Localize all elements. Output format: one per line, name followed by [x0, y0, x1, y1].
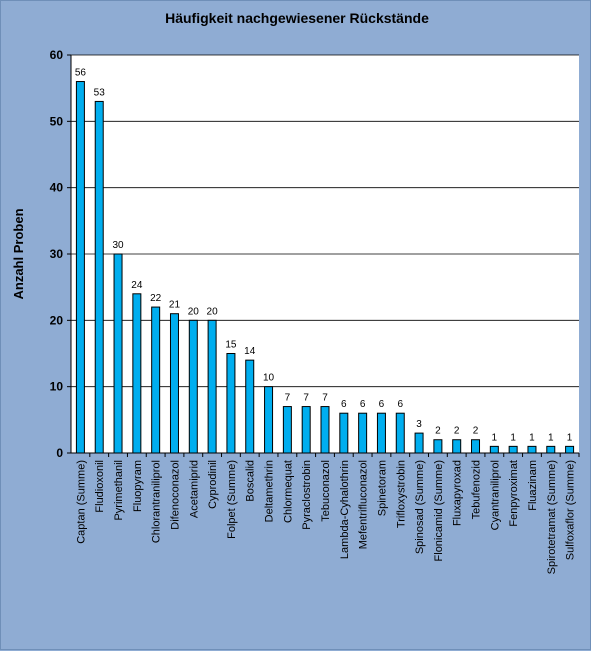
- bars: [75, 81, 575, 454]
- x-category-label: Fluazinam: [527, 460, 539, 511]
- bar: [471, 439, 481, 454]
- bar: [169, 313, 179, 454]
- bar: [151, 306, 161, 454]
- x-category-label: Trifloxystrobin: [395, 460, 407, 528]
- data-label: 22: [150, 293, 162, 304]
- y-tick-label: 0: [56, 446, 63, 460]
- data-label: 2: [435, 426, 441, 437]
- bar: [75, 81, 85, 454]
- data-label: 24: [131, 280, 143, 291]
- data-label: 10: [263, 373, 275, 384]
- bar: [395, 412, 405, 454]
- x-category-label: Chlormequat: [282, 460, 294, 523]
- x-category-label: Cyprodinil: [207, 460, 219, 509]
- x-category-label: Sulfoxaflor (Summe): [565, 460, 577, 560]
- bar: [301, 406, 311, 454]
- bar: [226, 353, 236, 454]
- data-label: 2: [454, 426, 460, 437]
- data-label: 7: [322, 393, 328, 404]
- bar: [452, 439, 462, 454]
- y-tick-label: 40: [50, 181, 64, 195]
- bar: [94, 100, 104, 454]
- bar: [546, 445, 556, 454]
- x-category-label: Difenoconazol: [169, 460, 181, 530]
- data-label: 14: [244, 346, 256, 357]
- x-category-label: Pyrimethanil: [113, 460, 125, 521]
- x-category-label: Tebuconazol: [320, 460, 332, 522]
- x-category-label: Fludioxonil: [94, 460, 106, 513]
- y-tick-labels: 0 10 20 30 40 50 60: [50, 48, 64, 460]
- bar: [358, 412, 368, 454]
- bar: [188, 319, 198, 454]
- data-label: 1: [529, 432, 535, 443]
- x-category-label: Fenpyroximat: [508, 460, 520, 527]
- bar: [320, 406, 330, 454]
- bar: [132, 293, 142, 454]
- data-label: 30: [112, 240, 124, 251]
- x-category-label: Cyantraniliprol: [489, 460, 501, 530]
- bar: [113, 253, 123, 454]
- data-label: 15: [225, 340, 237, 351]
- data-label: 7: [303, 393, 309, 404]
- data-label: 2: [473, 426, 479, 437]
- data-label: 6: [379, 399, 385, 410]
- data-label: 1: [567, 432, 573, 443]
- data-label: 56: [75, 68, 87, 79]
- x-category-label: Spirotetramat (Summe): [546, 460, 558, 574]
- x-category-label: Chlorantraniliprol: [151, 460, 163, 543]
- bar: [245, 359, 255, 454]
- x-category-label: Folpet (Summe): [226, 460, 238, 539]
- bar: [207, 319, 217, 454]
- x-category-label: Mefentrifluconazol: [358, 460, 370, 549]
- y-tick-label: 30: [50, 247, 64, 261]
- bar: [264, 386, 274, 454]
- data-label: 20: [188, 306, 200, 317]
- data-label: 3: [416, 419, 422, 430]
- bar: [282, 406, 292, 454]
- y-tick-label: 60: [50, 48, 64, 62]
- bar: [376, 412, 386, 454]
- bar: [339, 412, 349, 454]
- x-category-label: Spinosad (Summe): [414, 460, 426, 554]
- x-category-label: Pyraclostrobin: [301, 460, 313, 530]
- bar: [565, 445, 575, 454]
- x-category-label: Acetamiprid: [188, 460, 200, 518]
- x-category-label: Deltamethrin: [264, 460, 276, 522]
- x-category-label: Flonicamid (Summe): [433, 460, 445, 561]
- bar: [508, 445, 518, 454]
- data-label: 7: [285, 393, 291, 404]
- data-label: 6: [341, 399, 347, 410]
- bar: [489, 445, 499, 454]
- data-label: 1: [548, 432, 554, 443]
- x-category-label: Lambda-Cyhalothrin: [339, 460, 351, 559]
- x-category-labels: Captan (Summe) Fludioxonil Pyrimethanil Flu…: [75, 460, 576, 574]
- x-category-label: Tebufenozid: [471, 460, 483, 519]
- data-label: 6: [397, 399, 403, 410]
- data-label: 6: [360, 399, 366, 410]
- bar: [433, 439, 443, 454]
- x-category-label: Captan (Summe): [75, 460, 87, 544]
- y-axis-label: Anzahl Proben: [11, 208, 26, 299]
- x-category-label: Boscalid: [245, 460, 257, 502]
- bar: [527, 445, 537, 454]
- y-tick-label: 20: [50, 313, 64, 327]
- y-tick-label: 10: [50, 380, 64, 394]
- data-label: 53: [94, 87, 106, 98]
- data-label: 1: [492, 432, 498, 443]
- x-category-label: Fluopyram: [132, 460, 144, 512]
- x-category-label: Fluxapyroxad: [452, 460, 464, 526]
- data-label: 1: [510, 432, 516, 443]
- x-category-label: Spinetoram: [376, 460, 388, 516]
- chart-title: Häufigkeit nachgewiesener Rückstände: [165, 10, 429, 26]
- data-label: 21: [169, 300, 181, 311]
- data-label: 20: [207, 306, 219, 317]
- y-tick-label: 50: [50, 114, 64, 128]
- bar: [414, 432, 424, 454]
